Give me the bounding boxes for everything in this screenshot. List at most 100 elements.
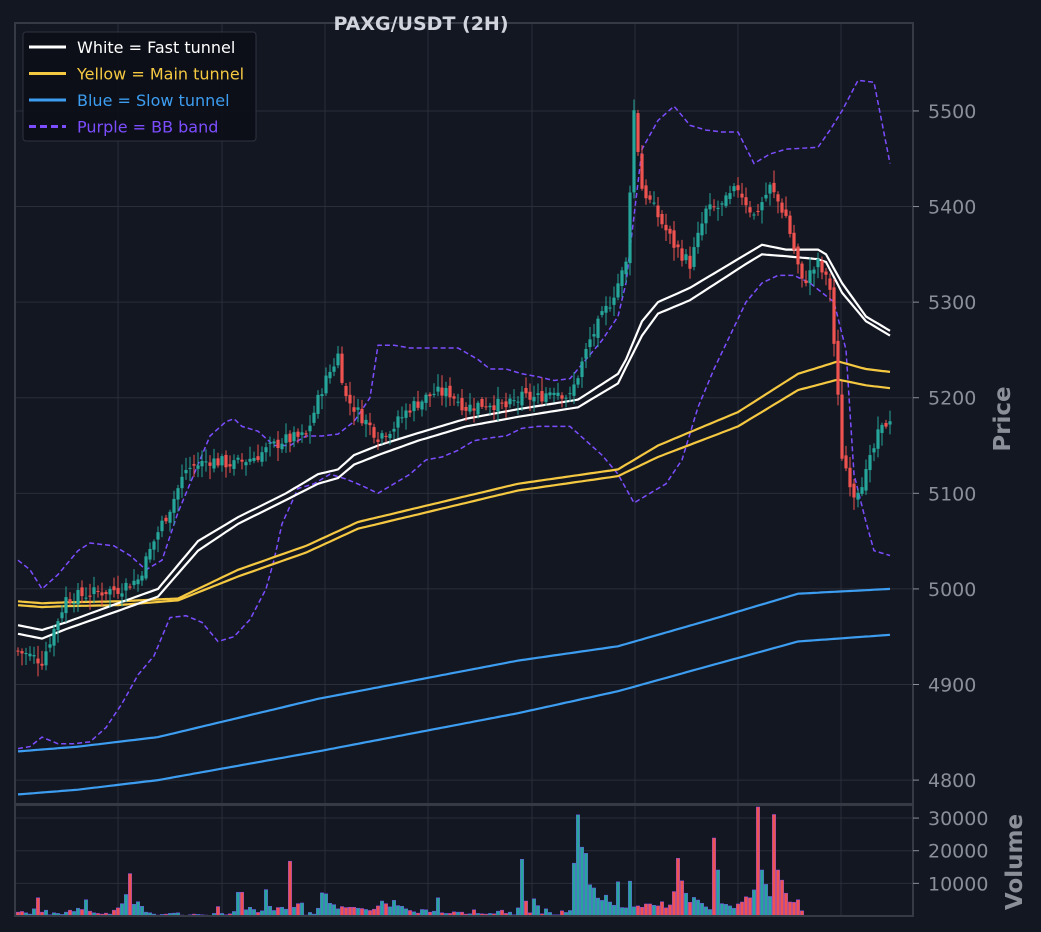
- candle-body: [576, 378, 580, 385]
- volume-bar: [696, 899, 701, 917]
- volume-bar: [776, 869, 781, 917]
- candle-body: [132, 580, 136, 586]
- candle-body: [328, 371, 332, 379]
- volume-bar: [572, 862, 577, 917]
- candle-body: [484, 406, 488, 408]
- volume-bar: [344, 907, 349, 917]
- candle-body: [72, 602, 76, 604]
- candle-body: [28, 653, 32, 657]
- candle-body: [452, 396, 456, 399]
- candle-body: [496, 398, 500, 412]
- candle-body: [620, 270, 624, 286]
- volume-bar: [75, 907, 80, 917]
- candle-body: [876, 429, 880, 449]
- candle-body: [788, 215, 792, 234]
- candle-body: [636, 113, 640, 152]
- volume-bar: [756, 806, 761, 917]
- candle-body: [268, 442, 272, 444]
- legend-label: Blue = Slow tunnel: [77, 91, 230, 110]
- candle-body: [596, 318, 600, 338]
- candle-body: [848, 467, 852, 488]
- candle-body: [720, 203, 724, 205]
- volume-bar: [688, 902, 693, 917]
- price-axis-ticks: 4800 4900 5000 5100 5200 5300 5400 5500: [913, 101, 976, 792]
- candle-body: [728, 193, 732, 200]
- candle-body: [20, 651, 24, 654]
- candle-body: [560, 395, 564, 399]
- volume-bar: [284, 908, 289, 917]
- volume-bar: [684, 892, 689, 917]
- candle-body: [852, 483, 856, 498]
- candle-body: [84, 597, 88, 599]
- candle-body: [888, 421, 892, 425]
- candle-body: [40, 663, 44, 666]
- candle-body: [660, 213, 664, 225]
- volume-bar: [608, 901, 613, 917]
- candle-body: [260, 452, 264, 462]
- candle-body: [504, 401, 508, 408]
- candle-body: [676, 244, 680, 248]
- legend-label: Yellow = Main tunnel: [76, 65, 244, 84]
- candle-body: [208, 462, 212, 466]
- candle-body: [36, 658, 40, 664]
- candle-body: [224, 454, 228, 468]
- volume-bar: [636, 905, 641, 917]
- candle-body: [252, 457, 256, 461]
- volume-bar: [644, 903, 649, 917]
- candle-body: [808, 270, 812, 284]
- candle-body: [368, 422, 372, 426]
- indicator-lines: [17, 79, 891, 796]
- volume-bar: [736, 903, 741, 917]
- volume-bar: [292, 906, 297, 917]
- candle-body: [56, 621, 60, 631]
- candle-body: [232, 460, 236, 469]
- candle-body: [612, 297, 616, 305]
- volume-bars: [16, 806, 805, 917]
- candle-body: [388, 433, 392, 439]
- candle-body: [760, 202, 764, 211]
- candle-body: [44, 651, 48, 666]
- candle-body: [472, 408, 476, 411]
- volume-bar: [772, 814, 777, 917]
- volume-bar: [239, 891, 244, 917]
- candle-body: [580, 361, 584, 377]
- candle-body: [528, 391, 532, 400]
- candle-body: [320, 394, 324, 397]
- candle-body: [48, 644, 52, 648]
- fast-tunnel-upper-line: [17, 243, 891, 632]
- candle-body: [256, 456, 260, 461]
- candle-body: [92, 587, 96, 595]
- bb-lower-line: [17, 274, 891, 750]
- candle-body: [608, 307, 612, 309]
- candle-body: [168, 511, 172, 523]
- volume-bar: [268, 906, 273, 917]
- legend-box: [22, 31, 257, 142]
- candle-body: [776, 194, 780, 202]
- candle-body: [120, 593, 124, 597]
- candle-body: [216, 458, 220, 466]
- candle-body: [60, 612, 64, 619]
- volume-bar: [768, 896, 773, 917]
- candle-body: [584, 348, 588, 359]
- candle-body: [804, 280, 808, 284]
- price-tick-label: 5100: [928, 483, 976, 505]
- volume-bar: [640, 906, 645, 917]
- candle-body: [692, 247, 696, 267]
- volume-bar: [672, 891, 677, 917]
- volume-bar: [664, 907, 669, 917]
- price-tick-label: 5000: [928, 579, 976, 601]
- candle-body: [296, 431, 300, 437]
- candle-body: [116, 587, 120, 594]
- volume-bar: [119, 903, 124, 917]
- volume-bar: [732, 907, 737, 917]
- candle-body: [532, 396, 536, 402]
- candle-body: [796, 246, 800, 265]
- candle-body: [264, 447, 268, 453]
- candle-body: [696, 232, 700, 248]
- volume-bar: [652, 905, 657, 917]
- candle-body: [152, 541, 156, 550]
- volume-bar: [588, 884, 593, 917]
- volume-bar: [584, 853, 589, 917]
- candle-body: [736, 185, 740, 191]
- candle-body: [884, 422, 888, 427]
